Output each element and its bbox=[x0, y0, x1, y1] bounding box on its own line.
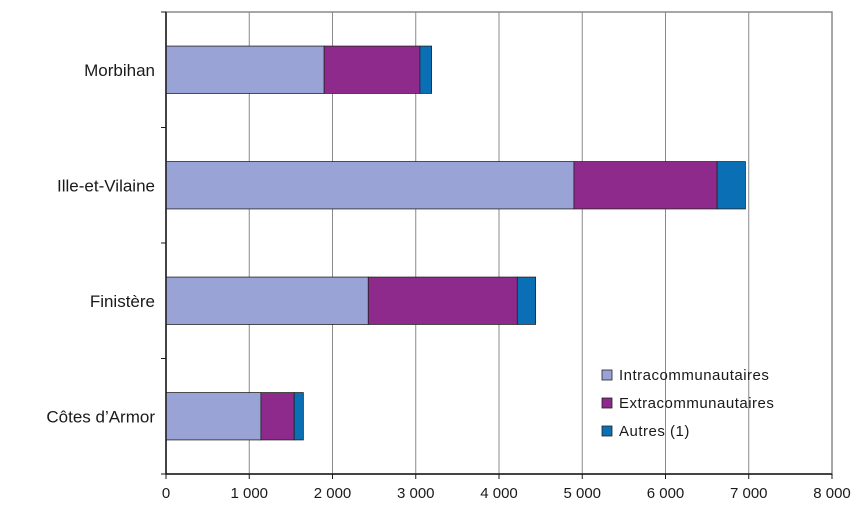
legend-label: Autres (1) bbox=[619, 423, 690, 440]
x-tick-label: 6 000 bbox=[647, 485, 685, 502]
bar-segment bbox=[165, 45, 325, 94]
category-label: Ille-et-Vilaine bbox=[57, 176, 155, 195]
bar-segment bbox=[293, 392, 304, 441]
category-labels: Morbihan Ille-et-Vilaine Finistère Côtes d’… bbox=[46, 61, 155, 427]
x-tick-label: 7 000 bbox=[730, 485, 768, 502]
bar-segment bbox=[516, 276, 537, 325]
x-tick-label: 3 000 bbox=[397, 485, 435, 502]
bar-segment bbox=[573, 161, 718, 210]
category-label: Finistère bbox=[90, 292, 155, 311]
legend-label: Intracommunautaires bbox=[619, 367, 769, 384]
legend-swatch bbox=[601, 369, 613, 381]
x-tick-label: 1 000 bbox=[230, 485, 268, 502]
bar-segment bbox=[260, 392, 295, 441]
x-tick-label: 2 000 bbox=[314, 485, 352, 502]
bar-segment bbox=[367, 276, 518, 325]
legend-swatch bbox=[601, 397, 613, 409]
x-tick-label: 4 000 bbox=[480, 485, 518, 502]
legend: Intracommunautaires Extracommunautaires Au… bbox=[601, 367, 774, 440]
bar-segment bbox=[165, 276, 369, 325]
category-label: Côtes d’Armor bbox=[46, 407, 155, 426]
legend-swatch bbox=[601, 425, 613, 437]
x-tick-label: 0 bbox=[162, 485, 170, 502]
bar-segment bbox=[419, 45, 432, 94]
axes bbox=[161, 11, 833, 479]
x-tick-label: 5 000 bbox=[563, 485, 601, 502]
legend-label: Extracommunautaires bbox=[619, 395, 774, 412]
x-tick-label: 8 000 bbox=[813, 485, 851, 502]
bars bbox=[165, 45, 746, 441]
bar-segment bbox=[165, 161, 575, 210]
bar-segment bbox=[165, 392, 262, 441]
x-tick-labels: 0 1 000 2 000 3 000 4 000 5 000 6 000 7 000 8 00… bbox=[162, 485, 851, 502]
category-label: Morbihan bbox=[84, 61, 155, 80]
bar-segment bbox=[716, 161, 746, 210]
bar-segment bbox=[323, 45, 421, 94]
